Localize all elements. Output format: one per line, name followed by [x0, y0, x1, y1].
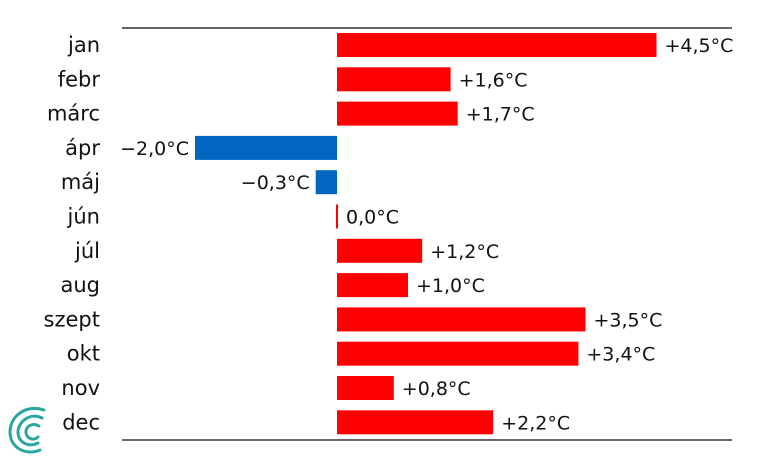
value-label-6: +1,2°C: [430, 241, 499, 263]
value-label-10: +0,8°C: [402, 378, 471, 400]
bar-1: [337, 67, 451, 92]
bar-5: [336, 204, 338, 229]
value-label-8: +3,5°C: [594, 309, 663, 331]
category-label-2: márc: [47, 102, 100, 126]
value-label-3: −2,0°C: [120, 138, 189, 160]
category-label-5: jún: [67, 205, 100, 229]
category-label-4: máj: [61, 170, 100, 194]
bar-2: [337, 101, 458, 126]
value-label-5: 0,0°C: [346, 207, 399, 229]
category-label-0: jan: [67, 33, 100, 57]
value-label-1: +1,6°C: [459, 69, 528, 91]
bar-0: [337, 33, 657, 57]
value-label-2: +1,7°C: [466, 104, 535, 126]
value-label-4: −0,3°C: [241, 172, 310, 194]
value-label-11: +2,2°C: [501, 412, 570, 434]
bar-4: [315, 170, 337, 195]
category-label-1: febr: [58, 67, 101, 91]
value-labels: +4,5°C +1,6°C +1,7°C −2,0°C −0,3°C 0,0°C +1,2°…: [120, 35, 733, 434]
category-label-11: dec: [62, 410, 100, 434]
value-label-7: +1,0°C: [416, 275, 485, 297]
value-label-9: +3,4°C: [586, 344, 655, 366]
category-label-3: ápr: [65, 136, 100, 160]
bar-10: [337, 376, 394, 400]
category-labels: jan febr márc ápr máj jún júl aug szept okt nov dec: [44, 33, 101, 434]
bar-7: [337, 273, 408, 298]
category-label-8: szept: [44, 307, 100, 331]
category-label-9: okt: [67, 342, 100, 366]
category-label-10: nov: [61, 376, 100, 400]
category-label-7: aug: [60, 273, 100, 297]
bar-8: [337, 307, 586, 332]
spiral-logo-icon: [8, 407, 46, 454]
bar-6: [337, 238, 423, 263]
bars-group: [195, 33, 657, 435]
bar-3: [195, 135, 337, 160]
value-label-0: +4,5°C: [665, 35, 734, 57]
bar-9: [337, 341, 579, 366]
category-label-6: júl: [74, 239, 100, 263]
bar-11: [337, 410, 494, 435]
